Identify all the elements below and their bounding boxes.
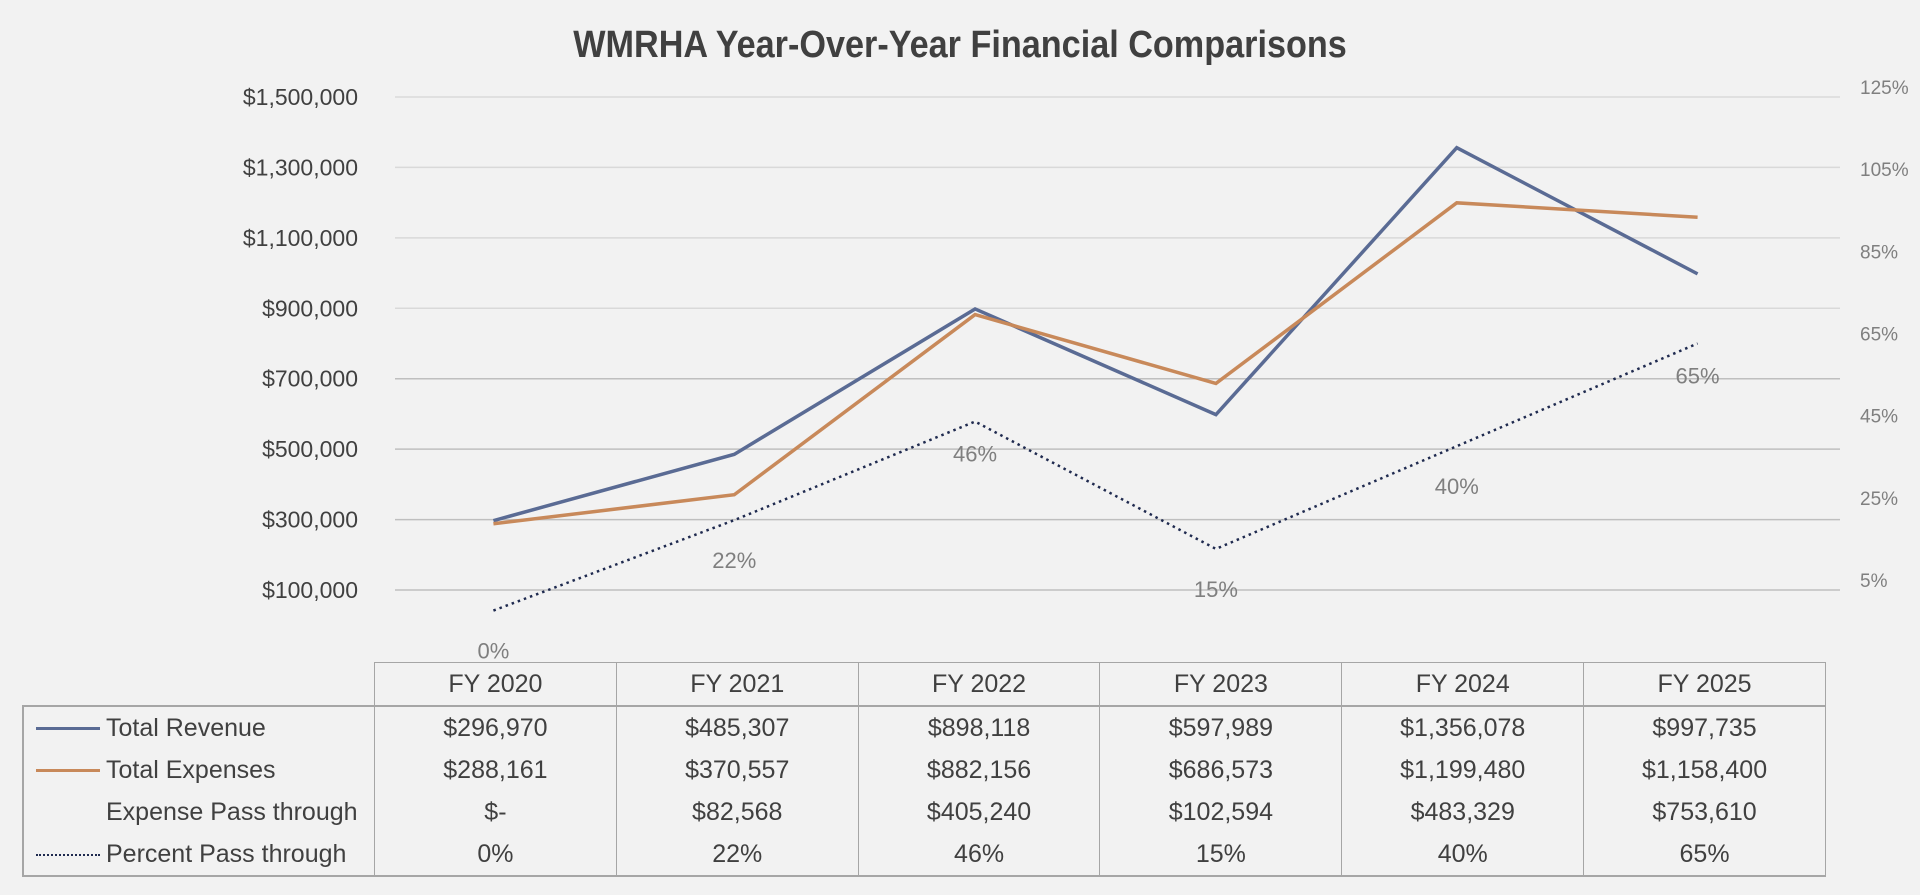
series-line-percent-pass-through <box>492 342 1699 612</box>
table-cell: 0% <box>374 833 617 877</box>
legend-label: Total Expenses <box>106 755 276 784</box>
y-axis-tick-label: $100,000 <box>262 577 358 603</box>
table-column-header: FY 2022 <box>857 662 1101 707</box>
data-label: 40% <box>1435 474 1479 499</box>
table-column-header: FY 2021 <box>615 662 859 707</box>
chart-title: WMRHA Year-Over-Year Financial Compariso… <box>573 24 1347 66</box>
table-corner <box>23 663 375 707</box>
series-line-total-expenses <box>493 201 1698 526</box>
table-cell: $405,240 <box>857 791 1101 833</box>
data-label: 15% <box>1194 577 1238 602</box>
table-column-header: FY 2023 <box>1099 662 1343 707</box>
y2-axis-tick-label: 85% <box>1860 242 1898 263</box>
y-axis-tick-label: $300,000 <box>262 507 358 533</box>
table-cell: $- <box>374 791 617 833</box>
legend-label: Percent Pass through <box>106 839 347 868</box>
table-cell: $82,568 <box>615 791 859 833</box>
table-cell: 15% <box>1099 833 1343 877</box>
y-axis-tick-label: $700,000 <box>262 366 358 392</box>
table-cell: $1,356,078 <box>1341 705 1585 749</box>
table-cell: $597,989 <box>1099 705 1343 749</box>
table-row: Total Expenses $288,161 $370,557 $882,156 $6… <box>22 749 1826 791</box>
table-column-header: FY 2024 <box>1341 662 1585 707</box>
y2-axis-tick-label: 105% <box>1860 160 1909 181</box>
y2-axis-tick-label: 25% <box>1860 489 1898 510</box>
table-cell: $1,199,480 <box>1341 749 1585 791</box>
table-cell: 40% <box>1341 833 1585 877</box>
table-row: Percent Pass through 0% 22% 46% 15% 40% 65% <box>22 833 1826 877</box>
y-axis-tick-label: $900,000 <box>262 295 358 321</box>
table-column-header: FY 2020 <box>374 662 617 707</box>
data-label: 46% <box>953 442 997 467</box>
table-cell: $686,573 <box>1099 749 1343 791</box>
table-cell: $296,970 <box>374 705 617 749</box>
legend-key-icon <box>36 853 100 856</box>
data-label: 65% <box>1676 364 1720 389</box>
table-cell: 22% <box>615 833 859 877</box>
table-cell: $898,118 <box>857 705 1101 749</box>
table-cell: 65% <box>1583 833 1826 877</box>
table-cell: $102,594 <box>1099 791 1343 833</box>
data-table: FY 2020 FY 2021 FY 2022 FY 2023 FY 2024 FY 20… <box>22 662 1826 877</box>
row-label: Percent Pass through <box>22 833 375 877</box>
legend-key-icon <box>36 727 100 731</box>
y2-axis-tick-label: 5% <box>1860 571 1888 592</box>
row-label: Expense Pass through <box>22 791 375 833</box>
table-cell: $483,329 <box>1341 791 1585 833</box>
table-cell: $370,557 <box>615 749 859 791</box>
y2-axis-tick-label: 45% <box>1860 407 1898 428</box>
row-label: Total Revenue <box>22 705 375 749</box>
legend-label: Expense Pass through <box>106 797 358 826</box>
table-column-header: FY 2025 <box>1583 662 1826 707</box>
data-label: 0% <box>478 639 510 664</box>
table-cell: $288,161 <box>374 749 617 791</box>
series-line-total-revenue <box>492 145 1699 523</box>
table-cell: $753,610 <box>1583 791 1826 833</box>
table-cell: $997,735 <box>1583 705 1826 749</box>
table-cell: 46% <box>857 833 1101 877</box>
table-cell: $882,156 <box>857 749 1101 791</box>
legend-key-icon <box>36 769 100 773</box>
y2-axis-tick-label: 65% <box>1860 325 1898 346</box>
y-axis-tick-label: $1,100,000 <box>243 225 358 251</box>
table-row: Expense Pass through $- $82,568 $405,240 $10… <box>22 791 1826 833</box>
y-axis-tick-label: $500,000 <box>262 436 358 462</box>
data-label: 22% <box>712 548 756 573</box>
y2-axis-tick-label: 125% <box>1860 78 1909 99</box>
y-axis-tick-label: $1,500,000 <box>243 84 358 110</box>
table-cell: $1,158,400 <box>1583 749 1826 791</box>
table-row: Total Revenue $296,970 $485,307 $898,118 $59… <box>22 705 1826 749</box>
row-label: Total Expenses <box>22 749 375 791</box>
table-cell: $485,307 <box>615 705 859 749</box>
y-axis-tick-label: $1,300,000 <box>243 154 358 180</box>
legend-label: Total Revenue <box>106 713 266 742</box>
